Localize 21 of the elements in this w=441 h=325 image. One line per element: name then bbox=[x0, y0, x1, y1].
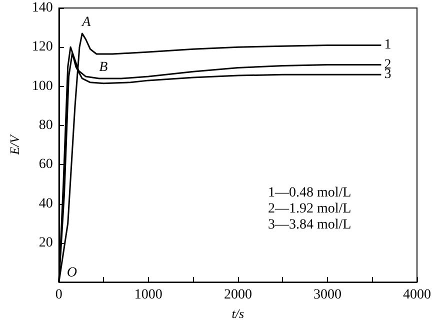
y-tick-label: 100 bbox=[32, 78, 53, 94]
y-tick-label: 40 bbox=[38, 196, 53, 212]
y-axis-title: E/V bbox=[7, 133, 22, 156]
x-tick-label: 1000 bbox=[134, 288, 162, 303]
x-tick-label: 0 bbox=[55, 288, 62, 303]
x-tick-label: 4000 bbox=[403, 288, 431, 303]
y-tick-label: 140 bbox=[32, 0, 53, 16]
y-tick-label: 60 bbox=[38, 157, 53, 172]
annotation: 3—3.84 mol/L bbox=[268, 218, 352, 232]
x-tick-label: 2000 bbox=[224, 288, 252, 303]
x-axis-title: t/s bbox=[232, 306, 244, 321]
annotation: A bbox=[81, 14, 92, 30]
x-tick-label: 3000 bbox=[313, 288, 342, 303]
annotation: 2—1.92 mol/L bbox=[268, 202, 352, 216]
y-tick-label: 20 bbox=[38, 235, 53, 250]
annotation: 1—0.48 mol/L bbox=[268, 186, 352, 200]
annotation: B bbox=[99, 60, 108, 75]
y-tick-label: 120 bbox=[32, 40, 53, 55]
y-tick-label: 80 bbox=[38, 118, 53, 133]
annotation: O bbox=[66, 266, 78, 281]
series-label: 1 bbox=[384, 38, 392, 53]
